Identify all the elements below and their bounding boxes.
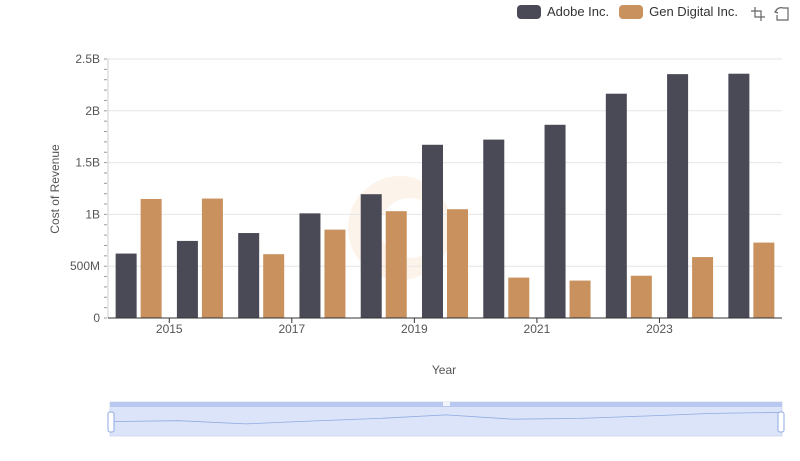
bar-adobe-2021[interactable] (544, 124, 566, 318)
x-axis: 2015 2017 2019 2021 2023 (108, 317, 782, 336)
bar-adobe-2018[interactable] (360, 194, 382, 318)
bar-gen-digital-2024[interactable] (753, 242, 775, 318)
x-tick-label: 2017 (278, 322, 305, 336)
legend-label-adobe: Adobe Inc. (546, 4, 610, 19)
toolbox (750, 6, 790, 22)
bar-adobe-2023[interactable] (667, 74, 689, 318)
legend: Adobe Inc. Gen Digital Inc. (516, 4, 738, 19)
x-axis-title: Year (432, 363, 456, 377)
legend-swatch-gen-digital (619, 4, 644, 19)
bar-adobe-2019[interactable] (422, 144, 443, 318)
legend-item-adobe[interactable]: Adobe Inc. (516, 4, 610, 19)
bar-adobe-2017[interactable] (299, 213, 321, 318)
bar-gen-digital-2021[interactable] (569, 280, 591, 318)
bar-adobe-2022[interactable] (605, 93, 627, 319)
y-tick-label: 1B (85, 207, 100, 221)
y-tick-label: 2B (85, 104, 100, 118)
y-tick-label: 2.5B (75, 52, 100, 66)
y-tick-label: 1.5B (75, 156, 100, 170)
y-tick-label: 500M (70, 259, 100, 273)
data-zoom-handle-right[interactable] (777, 411, 785, 433)
bar-gen-digital-2020[interactable] (508, 277, 530, 318)
y-axis-title: Cost of Revenue (48, 144, 62, 234)
bar-adobe-2024[interactable] (728, 73, 750, 318)
zoom-icon[interactable] (750, 6, 766, 22)
bar-adobe-2020[interactable] (483, 139, 505, 318)
legend-item-gen-digital[interactable]: Gen Digital Inc. (619, 4, 738, 19)
x-tick-label: 2021 (524, 322, 551, 336)
y-tick-label: 0 (93, 311, 100, 325)
data-zoom-handle-left[interactable] (107, 411, 115, 433)
bar-gen-digital-2015[interactable] (201, 198, 223, 318)
bar-adobe-2016[interactable] (238, 233, 260, 318)
data-zoom-preview-line (111, 412, 781, 425)
bar-gen-digital-2017[interactable] (324, 229, 346, 318)
legend-label-gen-digital: Gen Digital Inc. (649, 4, 738, 19)
data-zoom-selection[interactable] (110, 402, 782, 436)
y-axis: 0 500M 1B 1.5B 2B 2.5B (70, 52, 109, 325)
x-tick-label: 2015 (156, 322, 183, 336)
bar-gen-digital-2022[interactable] (630, 275, 652, 318)
data-zoom-slider[interactable] (107, 401, 785, 437)
x-tick-label: 2019 (401, 322, 428, 336)
bar-adobe-2014[interactable] (115, 253, 137, 318)
legend-swatch-adobe (516, 4, 541, 19)
bar-gen-digital-2016[interactable] (263, 254, 285, 318)
x-tick-label: 2023 (646, 322, 673, 336)
data-zoom-center-grip[interactable] (443, 402, 450, 406)
bar-gen-digital-2023[interactable] (692, 257, 714, 318)
bar-gen-digital-2018[interactable] (385, 211, 407, 318)
restore-icon[interactable] (774, 6, 790, 22)
bars (115, 73, 775, 319)
bar-adobe-2015[interactable] (176, 240, 198, 318)
bar-gen-digital-2019[interactable] (447, 209, 468, 318)
bar-gen-digital-2014[interactable] (140, 198, 162, 318)
